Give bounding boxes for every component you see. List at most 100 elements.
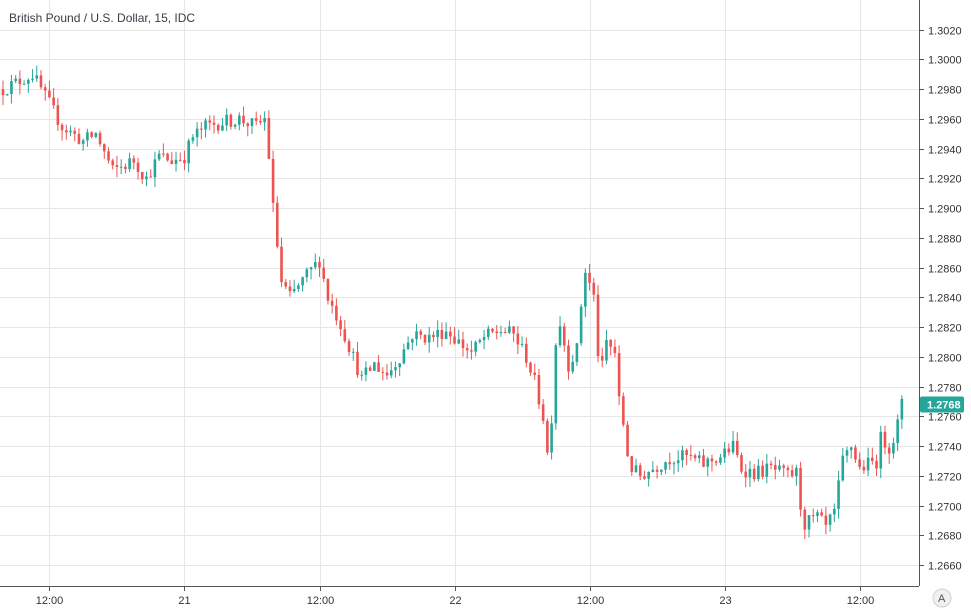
time-tick-label: 12:00 [577, 595, 605, 607]
candle-body [149, 176, 152, 178]
price-tick-label: 1.2680 [928, 531, 962, 543]
candle-body [841, 455, 845, 481]
candle-body [81, 140, 85, 144]
candle-body [48, 90, 51, 98]
candle-body [499, 332, 503, 334]
auto-scale-button[interactable]: A [932, 588, 952, 608]
candle-body [60, 124, 64, 131]
candle-body [647, 472, 650, 479]
candle-body [415, 331, 418, 340]
candle-body [622, 396, 625, 425]
candle-body [613, 346, 617, 354]
candle-body [685, 450, 688, 456]
candle-body [731, 440, 735, 453]
candle-body [512, 326, 515, 334]
candle-body [436, 330, 439, 338]
candle-body [326, 278, 330, 301]
auto-scale-label: A [938, 593, 946, 605]
candle-body [668, 462, 672, 465]
candle-body [170, 160, 174, 164]
candle-body [132, 158, 136, 163]
candle-body [807, 515, 811, 530]
candle-body [866, 457, 870, 471]
candle-body [609, 339, 612, 347]
candle-body [883, 431, 887, 448]
candle-body [56, 105, 60, 125]
candle-body [487, 328, 490, 337]
candle-body [280, 246, 283, 283]
price-axis[interactable]: 1.3020 1.3000 1.2980 1.2960 1.2940 1.2920 1.29… [919, 26, 962, 573]
candle-body [871, 457, 874, 461]
candle-body [128, 158, 131, 170]
last-price-label: 1.2768 [920, 396, 964, 413]
candle-body [389, 370, 393, 376]
price-tick-label: 1.3000 [928, 55, 962, 67]
candle-body [195, 128, 199, 138]
candle-body [508, 326, 511, 333]
candle-body [1, 89, 5, 96]
candle-body [596, 294, 600, 357]
candle-body [10, 81, 13, 95]
candle-body [537, 374, 541, 405]
candle-body [516, 333, 520, 345]
candle-body [735, 440, 739, 456]
candle-body [398, 363, 401, 368]
candle-body [723, 448, 726, 458]
candle-body [39, 75, 43, 88]
candle-body [339, 320, 342, 330]
candle-body [790, 470, 794, 477]
candle-body [145, 176, 148, 180]
candle-body [444, 331, 448, 339]
candle-body [313, 261, 317, 268]
candle-body [402, 349, 406, 364]
candle-body [461, 339, 465, 349]
time-tick-label: 23 [719, 595, 731, 607]
candle-body [638, 465, 642, 477]
candle-body [833, 508, 836, 515]
candle-body [660, 469, 663, 472]
candle-body [183, 160, 186, 164]
candle-body [200, 128, 203, 130]
candle-body [297, 285, 300, 289]
candle-body [828, 514, 832, 525]
candle-body [676, 460, 680, 464]
candle-body [136, 162, 140, 172]
candle-body [710, 458, 714, 462]
price-tick-label: 1.2960 [928, 115, 962, 127]
candle-body [18, 78, 22, 85]
candle-body [322, 267, 326, 279]
candle-body [335, 305, 338, 321]
candle-body [242, 115, 245, 124]
candle-body [689, 455, 693, 457]
candle-body [457, 339, 461, 344]
last-price-badge [920, 396, 964, 413]
candle-body [102, 144, 106, 152]
time-axis[interactable]: 12:00 21 12:00 22 12:00 23 12:00 [36, 586, 875, 607]
candle-body [153, 159, 157, 178]
candle-body [769, 463, 773, 466]
candle-body [617, 353, 621, 397]
candle-body [719, 457, 722, 463]
time-tick-label: 21 [178, 595, 190, 607]
candlestick-series [1, 65, 904, 540]
price-tick-label: 1.2800 [928, 353, 962, 365]
candle-body [233, 124, 237, 127]
candle-body [752, 468, 756, 480]
candle-body [465, 348, 469, 351]
candle-body [166, 153, 169, 161]
candle-body [554, 345, 558, 424]
candle-body [360, 374, 363, 376]
candle-body [162, 153, 165, 155]
candle-body [588, 272, 591, 283]
candle-body [820, 512, 823, 516]
candle-body [284, 282, 288, 287]
candle-body [330, 300, 334, 306]
candle-body [216, 124, 220, 131]
candle-body [411, 339, 414, 343]
candle-body [423, 334, 427, 343]
candle-body [259, 120, 262, 123]
candle-body [318, 261, 321, 268]
candle-body [305, 269, 309, 278]
